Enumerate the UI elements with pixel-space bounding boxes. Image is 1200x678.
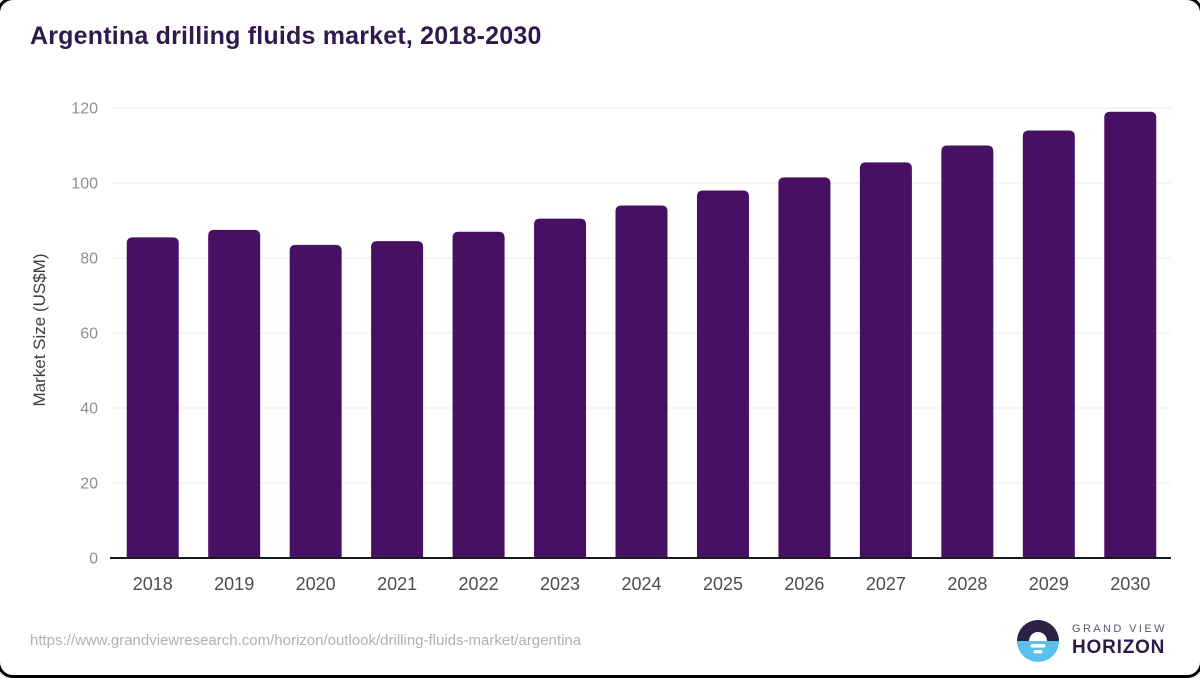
brand-logo: GRAND VIEW HORIZON xyxy=(1016,619,1167,663)
bar-2023 xyxy=(534,218,587,558)
brand-name-bottom: HORIZON xyxy=(1072,637,1166,658)
x-tick-label-2022: 2022 xyxy=(459,574,499,594)
x-tick-label-2029: 2029 xyxy=(1029,574,1069,594)
bar-2021 xyxy=(371,241,424,558)
chart-canvas: 0 20 40 60 80 100 120 Market Size (US$M) 2018 201… xyxy=(30,101,1171,594)
bar-2018 xyxy=(126,237,179,558)
y-tick-label-80: 80 xyxy=(80,251,98,268)
y-tick-label-100: 100 xyxy=(71,176,98,193)
bar-2029 xyxy=(1022,130,1075,558)
x-tick-label-2030: 2030 xyxy=(1110,574,1150,594)
bar-chart: 0 20 40 60 80 100 120 Market Size (US$M) 2018 201… xyxy=(0,68,1200,608)
brand-name: GRAND VIEW HORIZON xyxy=(1072,623,1167,659)
y-axis-label: Market Size (US$M) xyxy=(30,253,49,406)
bar-2028 xyxy=(941,145,994,558)
x-tick-label-2026: 2026 xyxy=(784,574,824,594)
y-tick-label-120: 120 xyxy=(71,101,98,118)
bar-2024 xyxy=(615,205,668,558)
x-tick-label-2025: 2025 xyxy=(703,574,743,594)
bar-2025 xyxy=(696,190,749,558)
y-tick-label-20: 20 xyxy=(80,476,98,493)
source-url: https://www.grandviewresearch.com/horizo… xyxy=(30,632,582,649)
bar-2019 xyxy=(208,229,261,558)
x-tick-label-2023: 2023 xyxy=(540,574,580,594)
chart-title: Argentina drilling fluids market, 2018-2… xyxy=(30,22,542,50)
y-tick-label-0: 0 xyxy=(89,551,98,568)
y-tick-label-60: 60 xyxy=(80,326,98,343)
horizon-logo-icon xyxy=(1017,620,1059,662)
x-tick-label-2018: 2018 xyxy=(133,574,173,594)
y-tick-label-40: 40 xyxy=(80,401,98,418)
bar-2027 xyxy=(859,162,912,558)
x-tick-label-2027: 2027 xyxy=(866,574,906,594)
bar-2030 xyxy=(1104,111,1157,558)
brand-name-top: GRAND VIEW xyxy=(1072,623,1167,635)
x-tick-label-2024: 2024 xyxy=(621,574,661,594)
x-tick-label-2028: 2028 xyxy=(947,574,987,594)
bar-2020 xyxy=(289,244,342,558)
x-tick-label-2021: 2021 xyxy=(377,574,417,594)
x-tick-label-2020: 2020 xyxy=(296,574,336,594)
bar-2026 xyxy=(778,177,831,558)
x-tick-label-2019: 2019 xyxy=(214,574,254,594)
bar-2022 xyxy=(452,231,505,558)
